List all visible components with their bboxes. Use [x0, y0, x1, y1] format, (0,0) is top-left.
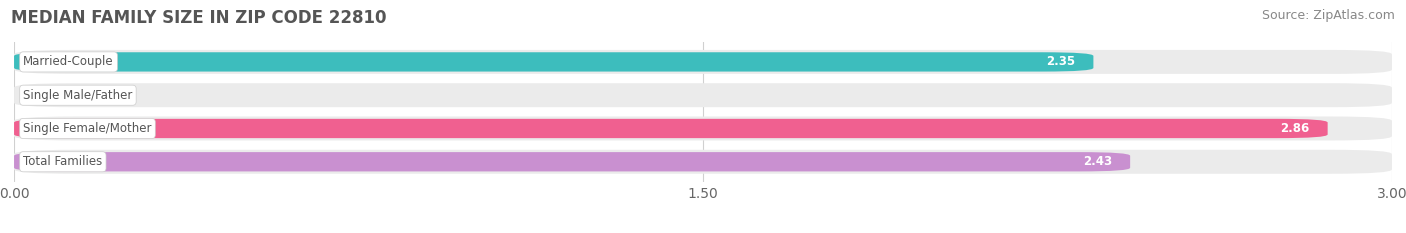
FancyBboxPatch shape	[14, 119, 1327, 138]
Text: Single Female/Mother: Single Female/Mother	[24, 122, 152, 135]
Text: 0.00: 0.00	[97, 89, 125, 102]
FancyBboxPatch shape	[14, 50, 1392, 74]
Text: MEDIAN FAMILY SIZE IN ZIP CODE 22810: MEDIAN FAMILY SIZE IN ZIP CODE 22810	[11, 9, 387, 27]
Text: Total Families: Total Families	[24, 155, 103, 168]
Text: Single Male/Father: Single Male/Father	[24, 89, 132, 102]
FancyBboxPatch shape	[14, 52, 1094, 72]
FancyBboxPatch shape	[14, 150, 1392, 174]
FancyBboxPatch shape	[14, 152, 1130, 171]
Text: 2.43: 2.43	[1083, 155, 1112, 168]
Text: Source: ZipAtlas.com: Source: ZipAtlas.com	[1261, 9, 1395, 22]
Text: 2.86: 2.86	[1279, 122, 1309, 135]
Text: Married-Couple: Married-Couple	[24, 55, 114, 69]
Text: 2.35: 2.35	[1046, 55, 1076, 69]
FancyBboxPatch shape	[14, 116, 1392, 140]
FancyBboxPatch shape	[14, 83, 1392, 107]
